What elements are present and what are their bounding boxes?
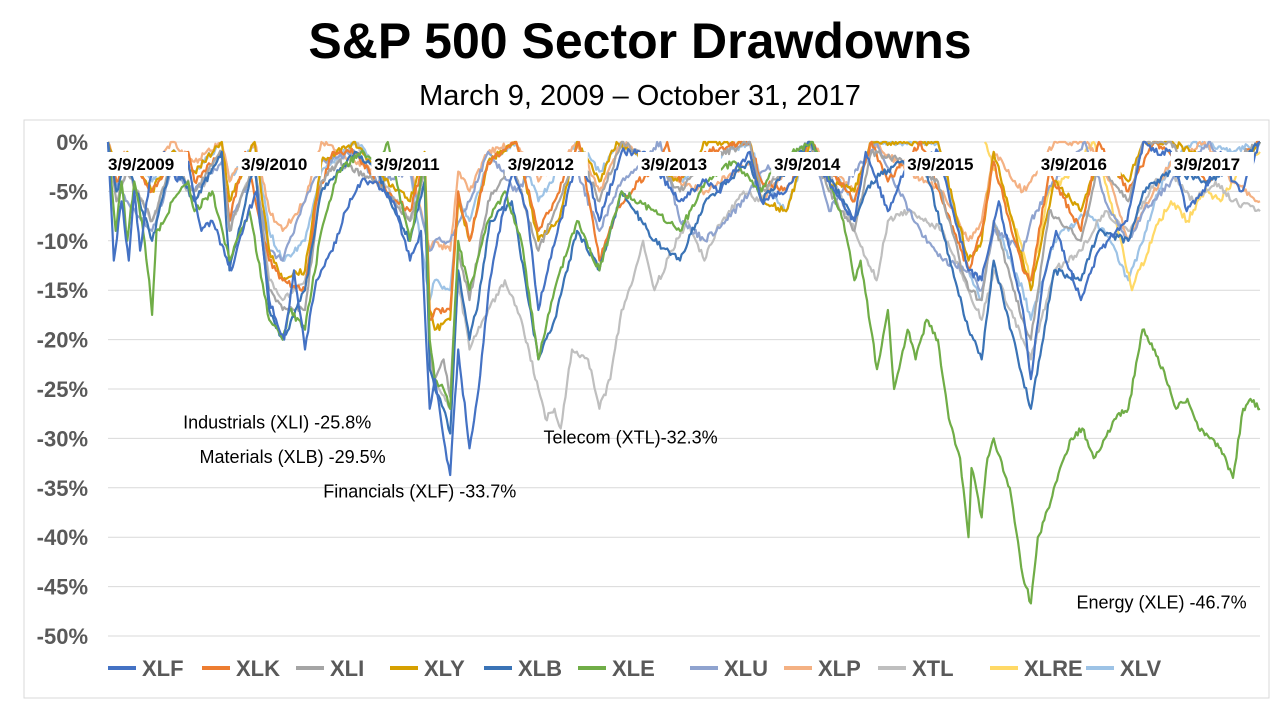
legend-label: XLV — [1120, 656, 1161, 681]
annotation-label: Materials (XLB) -29.5% — [200, 447, 386, 467]
series-line-xlp — [107, 140, 1261, 252]
legend-label: XLY — [424, 656, 465, 681]
legend-label: XLB — [518, 656, 562, 681]
x-tick-label-bg — [771, 152, 855, 176]
y-tick-label: -15% — [37, 278, 88, 303]
y-tick-label: -30% — [37, 426, 88, 451]
y-tick-label: -50% — [37, 624, 88, 649]
x-tick-label-bg — [504, 152, 588, 176]
legend-label: XLE — [612, 656, 655, 681]
x-tick-label: 3/9/2014 — [774, 155, 841, 174]
y-tick-label: -35% — [37, 476, 88, 501]
y-tick-label: -5% — [49, 179, 88, 204]
annotations: Industrials (XLI) -25.8% Materials (XLB) … — [183, 413, 1246, 613]
x-tick-label: 3/9/2009 — [108, 155, 174, 174]
y-tick-label: 0% — [56, 130, 88, 155]
x-axis-labels: 3/9/2009 3/9/2010 3/9/2011 3/9/2012 3/9/2013… — [105, 152, 1254, 176]
x-tick-label: 3/9/2016 — [1041, 155, 1107, 174]
annotation-label: Energy (XLE) -46.7% — [1077, 592, 1247, 612]
legend-label: XTL — [912, 656, 954, 681]
y-axis-labels: 0% -5% -10% -15% -20% -25% -30% -35% -40% -45% -50… — [37, 130, 88, 649]
chart-subtitle: March 9, 2009 – October 31, 2017 — [419, 80, 861, 112]
x-tick-label: 3/9/2015 — [907, 155, 973, 174]
legend-label: XLU — [724, 656, 768, 681]
x-tick-label-bg — [1037, 152, 1121, 176]
y-tick-label: -20% — [37, 328, 88, 353]
series-line-xle — [106, 140, 1261, 605]
annotation-label: Financials (XLF) -33.7% — [323, 482, 516, 502]
x-tick-label-bg — [371, 152, 455, 176]
y-tick-label: -45% — [37, 575, 88, 600]
y-tick-label: -40% — [37, 525, 88, 550]
legend-label: XLI — [330, 656, 364, 681]
x-tick-label: 3/9/2017 — [1174, 155, 1240, 174]
annotation-label: Industrials (XLI) -25.8% — [183, 413, 371, 433]
legend-label: XLF — [142, 656, 184, 681]
chart-frame — [23, 119, 1270, 699]
x-tick-label-bg — [637, 152, 721, 176]
legend-label: XLK — [236, 656, 280, 681]
x-tick-label: 3/9/2011 — [374, 155, 439, 174]
x-tick-label-bg — [105, 152, 188, 176]
x-tick-label-bg — [1170, 152, 1254, 176]
y-tick-label: -25% — [37, 377, 88, 402]
legend: XLF XLK XLI XLY XLB XLE XLU XLP XTL XLRE XLV — [108, 656, 1161, 681]
legend-label: XLP — [818, 656, 861, 681]
annotation-label: Telecom (XTL)-32.3% — [544, 427, 718, 447]
x-tick-label-bg — [238, 152, 322, 176]
x-tick-label: 3/9/2012 — [508, 155, 574, 174]
y-tick-label: -10% — [37, 229, 88, 254]
chart-title: S&P 500 Sector Drawdowns — [308, 13, 972, 69]
plot-area — [108, 136, 1260, 638]
series-line-xly — [106, 140, 1261, 332]
x-tick-label: 3/9/2010 — [241, 155, 307, 174]
legend-label: XLRE — [1024, 656, 1083, 681]
x-tick-label: 3/9/2013 — [641, 155, 707, 174]
series-line-xlf — [106, 140, 1261, 477]
x-tick-label-bg — [904, 152, 988, 176]
